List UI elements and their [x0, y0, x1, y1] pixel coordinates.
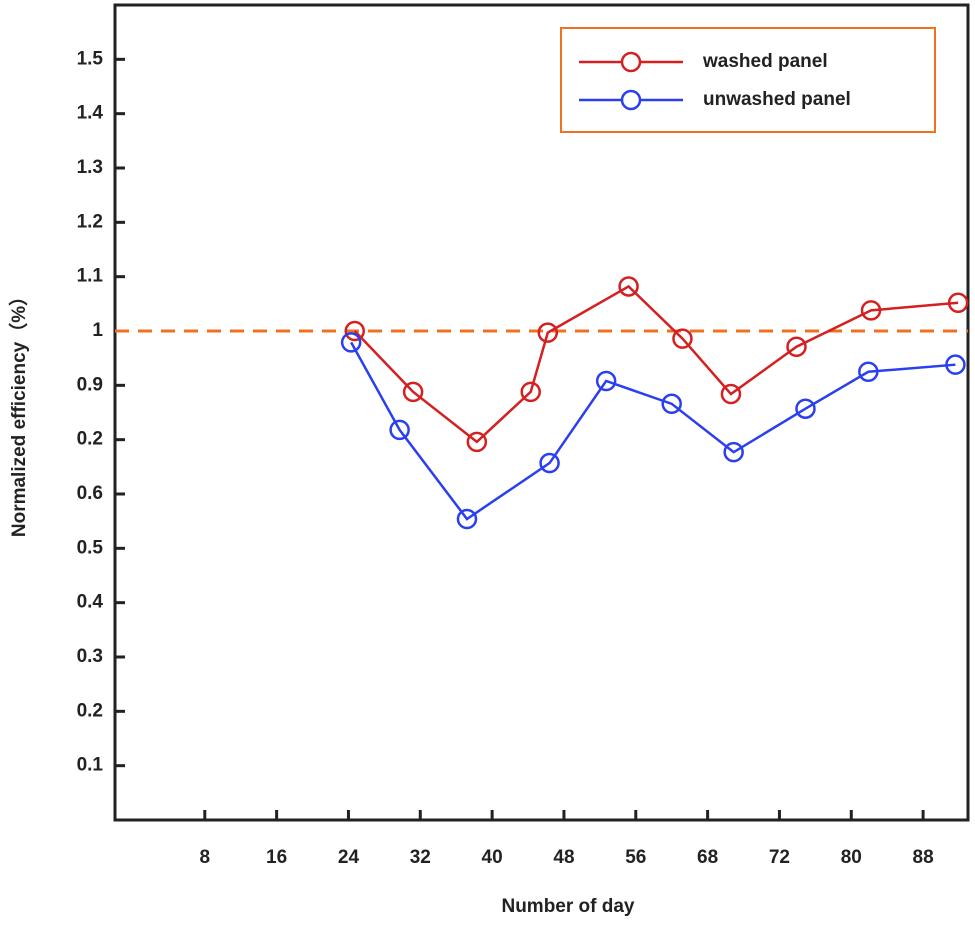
legend-label: washed panel — [702, 51, 828, 72]
data-point — [672, 328, 693, 349]
y-tick-label: 0.1 — [77, 755, 104, 776]
y-tick-label: 0.9 — [77, 374, 103, 395]
y-tick-label: 1.1 — [77, 266, 104, 287]
y-tick-label: 1.3 — [77, 157, 103, 178]
y-tick-label: 0.2 — [77, 700, 103, 721]
series-line — [350, 341, 956, 521]
y-tick-label: 0.5 — [77, 537, 104, 558]
data-point — [786, 336, 807, 358]
plot-frame — [113, 3, 970, 822]
data-point — [860, 300, 882, 321]
data-point — [947, 292, 969, 313]
legend-marker — [620, 89, 642, 111]
y-tick-label: 0.3 — [77, 646, 103, 667]
data-point — [661, 393, 682, 415]
x-tick-label: 16 — [266, 847, 287, 868]
data-point — [945, 354, 966, 375]
data-point — [389, 419, 410, 441]
data-point — [340, 332, 362, 353]
data-point — [456, 508, 478, 530]
data-point — [539, 452, 560, 474]
data-point — [720, 383, 742, 405]
data-point — [537, 322, 559, 343]
data-point — [618, 276, 639, 297]
series-line — [353, 284, 959, 444]
y-tick-label: 1.5 — [77, 48, 104, 69]
data-point — [595, 370, 617, 392]
y-tick-label: 1.4 — [77, 103, 104, 124]
y-tick-label: 1 — [92, 320, 103, 341]
x-tick-label: 40 — [482, 847, 503, 868]
x-tick-label: 88 — [913, 847, 934, 868]
data-point — [795, 398, 816, 419]
x-tick-label: 80 — [841, 847, 862, 868]
data-point — [402, 381, 424, 403]
x-axis-label: Number of day — [501, 896, 634, 917]
y-tick-label: 0.4 — [77, 592, 104, 613]
y-tick-label: 0.6 — [77, 483, 103, 504]
data-point — [344, 320, 365, 342]
data-point — [723, 441, 744, 463]
data-point — [520, 381, 541, 403]
y-axis-label: Normalized efficiency（%） — [7, 287, 30, 537]
x-tick-label: 24 — [338, 847, 360, 868]
data-point — [858, 361, 879, 382]
x-tick-label: 8 — [200, 847, 211, 868]
legend-box — [560, 27, 936, 133]
x-tick-label: 56 — [625, 847, 646, 868]
x-tick-label: 68 — [697, 847, 718, 868]
x-tick-label: 72 — [769, 847, 790, 868]
y-tick-label: 0.2 — [77, 429, 103, 450]
legend-label: unwashed panel — [703, 89, 851, 110]
x-tick-label: 48 — [553, 847, 574, 868]
data-point — [466, 431, 488, 453]
y-tick-label: 1.2 — [77, 211, 103, 232]
x-tick-label: 32 — [410, 847, 431, 868]
legend-marker — [620, 51, 642, 73]
